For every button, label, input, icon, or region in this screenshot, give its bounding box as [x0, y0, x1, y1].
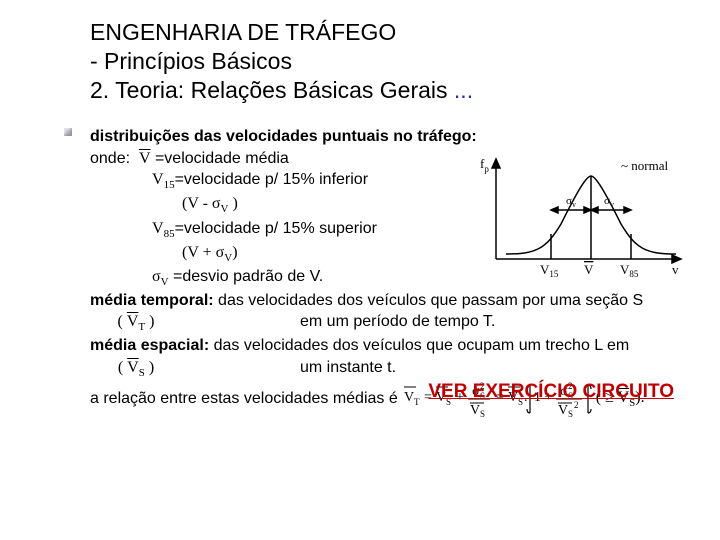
sigma1-sub: V	[221, 204, 229, 216]
temporal-text1: das velocidades dos veículos que passam …	[214, 292, 644, 309]
espacial-text2: um instante t.	[182, 357, 396, 381]
v15-open: (V -	[182, 195, 212, 212]
sigma3: σ	[152, 268, 161, 285]
sigma-desc: =desvio padrão de V.	[169, 268, 324, 285]
v15-close: )	[229, 195, 238, 212]
onde-label: onde:	[90, 150, 130, 167]
distribution-chart: fp v ~ normal σv σv V15 V V85	[476, 154, 686, 284]
espacial-label: média espacial:	[90, 337, 209, 354]
vt-sym: V	[127, 313, 139, 330]
relation-text: a relação entre estas velocidades médias…	[90, 388, 398, 410]
svg-text:S: S	[480, 409, 485, 417]
title-line-3: 2. Teoria: Relações Básicas Gerais ...	[90, 76, 680, 105]
vbar-symbol: V	[139, 150, 151, 167]
slide-title: ENGENHARIA DE TRÁFEGO - Princípios Básic…	[90, 18, 680, 104]
v85-desc: =velocidade p/ 15% superior	[175, 220, 377, 237]
temporal-text2: em um período de tempo T.	[182, 311, 495, 335]
svg-text:T: T	[414, 397, 420, 407]
svg-text:σv: σv	[604, 195, 614, 209]
vs-paren: ( VS )	[90, 357, 182, 381]
bullet-icon	[64, 128, 72, 136]
vt-pc: )	[149, 313, 154, 330]
v85-open: (V +	[182, 244, 216, 261]
chart-tick-v15: V15	[540, 262, 559, 279]
v85-close: )	[232, 244, 237, 261]
v15-symbol: V	[152, 171, 164, 188]
title-line-3-text: 2. Teoria: Relações Básicas Gerais	[90, 77, 454, 103]
vs-sub: S	[139, 367, 145, 379]
vt-paren: ( VT )	[90, 311, 182, 335]
svg-text:S: S	[568, 409, 573, 417]
chart-x-label: v	[672, 262, 679, 277]
v85-sub: 85	[164, 228, 175, 240]
chart-curve-label: ~ normal	[621, 158, 668, 173]
espacial-line2: ( VS ) um instante t.	[90, 357, 680, 381]
chart-y-label: fp	[480, 156, 489, 174]
temporal-line2: ( VT ) em um período de tempo T.	[90, 311, 680, 335]
exercise-link[interactable]: VER EXERCÍCIO CIRCUITO	[428, 381, 674, 403]
section-heading: distribuições das velocidades puntuais n…	[90, 126, 680, 148]
title-line-1: ENGENHARIA DE TRÁFEGO	[90, 18, 680, 47]
chart-tick-v85: V85	[620, 262, 639, 279]
title-line-2: - Princípios Básicos	[90, 47, 680, 76]
sigma2: σ	[216, 244, 225, 261]
temporal-line1: média temporal: das velocidades dos veíc…	[90, 290, 680, 312]
svg-text:V: V	[558, 403, 568, 417]
sigma1: σ	[212, 195, 221, 212]
title-dots: ...	[454, 77, 473, 103]
vs-po: (	[118, 359, 123, 376]
svg-text:V: V	[470, 403, 480, 417]
vs-sym: V	[127, 359, 139, 376]
sigma3-sub: V	[161, 276, 169, 288]
sigma2-sub: V	[224, 252, 232, 264]
vt-sub: T	[138, 321, 145, 333]
slide: ENGENHARIA DE TRÁFEGO - Princípios Básic…	[0, 0, 720, 437]
chart-tick-vbar: V	[584, 262, 594, 277]
v15-sub: 15	[164, 180, 175, 192]
svg-text:V: V	[404, 390, 414, 405]
v85-symbol: V	[152, 220, 164, 237]
vs-pc: )	[149, 359, 154, 376]
espacial-text1: das velocidades dos veículos que ocupam …	[209, 337, 629, 354]
vbar-desc: =velocidade média	[155, 150, 289, 167]
espacial-line1: média espacial: das velocidades dos veíc…	[90, 335, 680, 357]
vt-po: (	[118, 313, 123, 330]
temporal-label: média temporal:	[90, 292, 214, 309]
v15-desc: =velocidade p/ 15% inferior	[175, 171, 368, 188]
